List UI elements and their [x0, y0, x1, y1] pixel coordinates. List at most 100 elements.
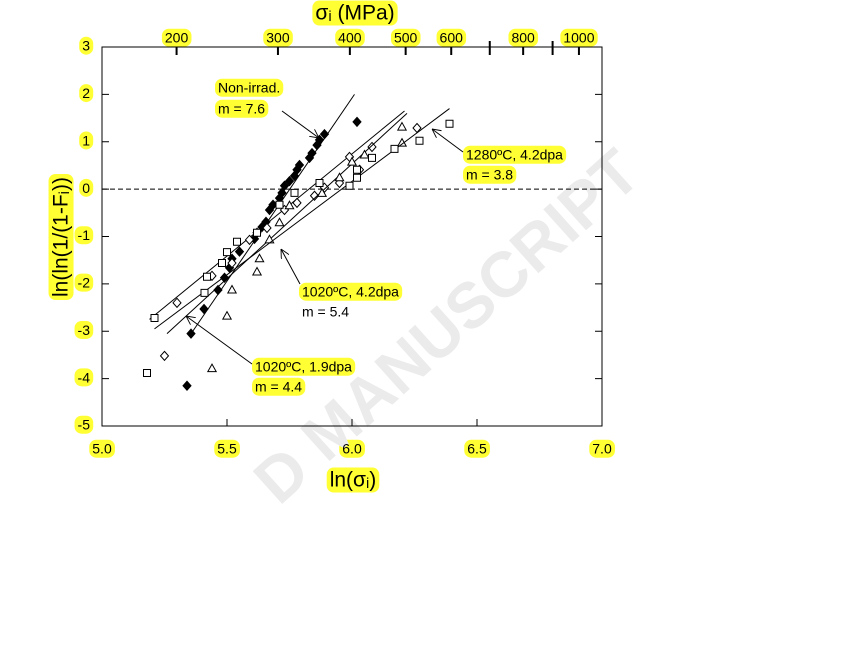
point — [274, 217, 285, 227]
label-highlight — [326, 467, 380, 493]
point — [367, 141, 377, 153]
point — [307, 147, 317, 159]
label-highlight — [79, 84, 94, 103]
y-tick-label: 0 — [82, 180, 90, 196]
point — [159, 350, 170, 362]
annotation: 1020ºC, 1.9dpa — [255, 359, 352, 375]
arrow — [281, 249, 301, 285]
label-highlight — [252, 377, 306, 396]
x-tick-label: 5.0 — [92, 441, 112, 457]
y-tick-label: -3 — [78, 322, 91, 338]
point — [309, 190, 320, 202]
point — [294, 159, 305, 171]
point — [279, 180, 290, 192]
point — [353, 173, 361, 182]
point — [445, 119, 454, 128]
label-highlight — [560, 28, 598, 47]
top-tick-label: 500 — [394, 30, 418, 46]
point — [415, 136, 424, 145]
point — [275, 200, 284, 209]
point — [290, 188, 299, 197]
top-tick-label: 400 — [338, 30, 362, 46]
point — [234, 246, 245, 257]
label-highlight — [74, 226, 94, 245]
annotation: m = 5.4 — [302, 304, 349, 320]
point — [346, 156, 358, 166]
label-highlight — [589, 439, 615, 458]
label-highlight — [74, 415, 94, 434]
watermark: D MANUSCRIPT — [240, 135, 653, 517]
point — [352, 116, 362, 128]
point — [182, 380, 192, 391]
label-highlight — [463, 165, 517, 184]
point — [150, 313, 159, 322]
label-highlight — [89, 439, 115, 458]
arrow — [186, 316, 253, 365]
point — [233, 237, 241, 246]
annotation: m = 7.6 — [218, 101, 265, 117]
annotation: m = 4.4 — [255, 379, 302, 395]
point — [319, 128, 330, 140]
y-tick-label: 2 — [82, 85, 90, 101]
label-highlight — [215, 78, 284, 97]
label-highlight — [74, 368, 94, 387]
point — [218, 259, 226, 268]
point — [277, 187, 287, 199]
top-tick-label: 800 — [511, 30, 535, 46]
point — [172, 297, 182, 309]
point — [199, 303, 209, 315]
point — [284, 175, 295, 187]
point — [368, 153, 376, 162]
y-tick-label: -1 — [78, 227, 91, 243]
point — [203, 272, 211, 281]
point — [284, 200, 295, 210]
point — [254, 253, 265, 263]
top-tick-label: 600 — [440, 30, 464, 46]
point — [143, 368, 151, 377]
point — [186, 328, 196, 339]
y-axis-title: ln(ln(1/(1-Fᵢ)) — [50, 177, 73, 297]
point — [292, 197, 302, 209]
label-highlight — [252, 357, 356, 376]
point — [345, 181, 354, 190]
label-highlight — [339, 439, 365, 458]
point — [213, 284, 223, 296]
y-tick-label: -2 — [78, 275, 91, 291]
point — [226, 284, 238, 294]
point — [244, 234, 255, 246]
label-highlight — [508, 28, 539, 47]
point — [206, 363, 218, 373]
y-tick-label: 3 — [82, 38, 90, 54]
top-tick-label: 300 — [266, 30, 290, 46]
point — [334, 172, 345, 182]
arrow — [281, 110, 319, 138]
point — [390, 144, 399, 153]
top-tick-label: 1000 — [563, 30, 594, 46]
point — [227, 257, 237, 269]
point — [251, 266, 263, 276]
label-highlight — [79, 36, 94, 55]
annotation: Non-irrad. — [218, 80, 280, 96]
highlights — [48, 0, 615, 493]
label-highlight — [263, 28, 293, 47]
label-highlight — [463, 145, 567, 164]
point — [262, 222, 272, 234]
y-tick-label: 1 — [82, 132, 90, 148]
annotation: 1280ºC, 4.2dpa — [466, 147, 563, 163]
x-tick-label: 5.5 — [217, 441, 237, 457]
y-tick-label: -5 — [78, 417, 91, 433]
label-highlight — [214, 439, 240, 458]
label-highlight — [79, 131, 94, 150]
point — [315, 178, 324, 187]
x-axis-title: ln(σᵢ) — [330, 469, 377, 492]
arrow — [432, 129, 464, 153]
fit-line — [166, 112, 408, 334]
arrows — [186, 110, 464, 365]
point — [221, 310, 233, 320]
label-highlight — [464, 439, 490, 458]
point — [314, 134, 325, 146]
point — [200, 288, 209, 297]
point — [316, 187, 328, 197]
point — [223, 248, 231, 257]
label-highlight — [312, 0, 398, 26]
